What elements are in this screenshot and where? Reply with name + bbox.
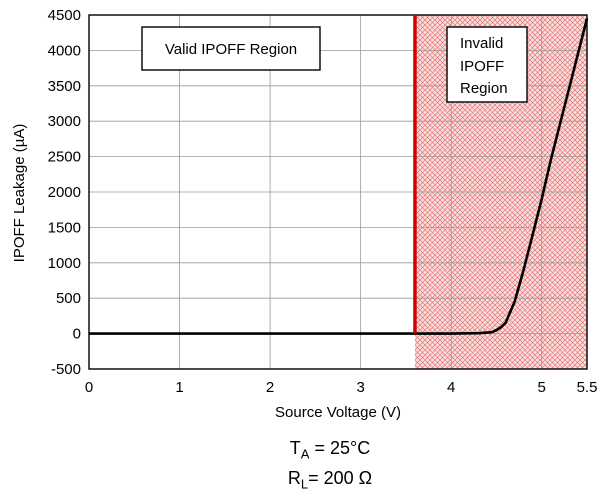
x-tick-label-6: 5.5 <box>577 379 598 396</box>
ipoff-leakage-chart: 0 1 2 3 4 5 5.5 -50005001000150020002500300035… <box>11 7 598 421</box>
y-tick-label-7: 3000 <box>48 113 81 130</box>
y-tick-label-5: 2000 <box>48 184 81 201</box>
leakage-curve <box>89 18 589 335</box>
invalid-region-label-line-3: Region <box>460 80 508 97</box>
temperature-condition: TA = 25°C <box>289 438 371 462</box>
y-tick-label-8: 3500 <box>48 78 81 95</box>
x-tick-label-2: 2 <box>266 379 274 396</box>
y-tick-label-1: 0 <box>73 326 81 343</box>
y-tick-label-0: -500 <box>51 361 81 378</box>
y-tick-label-2: 500 <box>56 290 81 307</box>
y-tick-label-3: 1000 <box>48 255 81 272</box>
x-tick-label-1: 1 <box>175 379 183 396</box>
valid-region-label-box: Valid IPOFF Region <box>141 26 321 71</box>
load-resistance-condition: RL= 200 Ω <box>287 468 373 492</box>
invalid-region-label-box: Invalid IPOFF Region <box>446 26 528 103</box>
y-tick-label-10: 4500 <box>48 7 81 24</box>
invalid-region-label-line-2: IPOFF <box>460 58 504 75</box>
y-axis-label: IPOFF Leakage (µA) <box>11 124 28 263</box>
x-tick-label-0: 0 <box>85 379 93 396</box>
valid-region-label: Valid IPOFF Region <box>165 41 297 58</box>
plot-frame <box>88 14 588 370</box>
y-axis-ticks: -500 0 500 1000 1500 2000 2500 3000 3500 4000 4500 <box>48 7 81 378</box>
y-tick-label-6: 2500 <box>48 149 81 166</box>
x-axis-ticks: 0 1 2 3 4 5 5.5 <box>85 379 598 396</box>
y-tick-label-9: 4000 <box>48 42 81 59</box>
y-tick-label-4: 1500 <box>48 219 81 236</box>
x-axis-label: Source Voltage (V) <box>275 404 401 421</box>
invalid-region-label-line-1: Invalid <box>460 35 503 52</box>
x-tick-label-4: 4 <box>447 379 455 396</box>
x-tick-label-5: 5 <box>538 379 546 396</box>
x-tick-label-3: 3 <box>356 379 364 396</box>
